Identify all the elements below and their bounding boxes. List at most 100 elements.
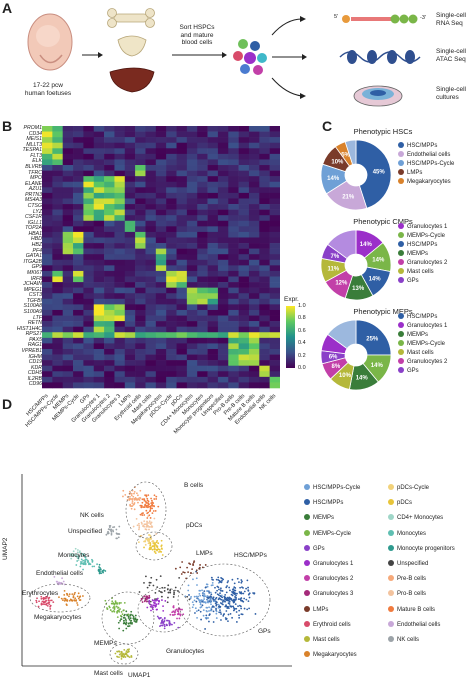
- heatmap-cell: [238, 192, 250, 199]
- heatmap-cell: [166, 126, 177, 132]
- umap-point: [114, 601, 117, 604]
- heatmap-cell: [259, 159, 270, 166]
- umap-point: [187, 571, 190, 574]
- heatmap-cell: [114, 165, 126, 171]
- heatmap-cell: [52, 287, 63, 294]
- heatmap-cell: [248, 343, 260, 350]
- heatmap-cell: [176, 254, 188, 261]
- heatmap-cell: [248, 215, 260, 222]
- heatmap-cell: [238, 282, 250, 288]
- heatmap-cell: [52, 220, 63, 227]
- umap-point: [210, 596, 213, 598]
- cluster-outline: [125, 481, 167, 539]
- heatmap-cell: [52, 365, 63, 372]
- heatmap-cell: [217, 231, 229, 238]
- heatmap-cell: [197, 270, 208, 277]
- umap-point: [46, 604, 49, 607]
- legend-label: Granulocytes 2: [407, 259, 448, 266]
- heatmap-cell: [228, 198, 239, 205]
- umap-point: [143, 498, 146, 501]
- gene-label: ELANE: [24, 180, 42, 187]
- heatmap-cell: [197, 126, 208, 132]
- heatmap-cell: [186, 254, 198, 261]
- heatmap-cell: [197, 321, 208, 327]
- heatmap-cell: [217, 243, 229, 249]
- heatmap-cell: [228, 220, 239, 227]
- donut-legend-item: Mast cells: [398, 267, 434, 275]
- heatmap-cell: [238, 348, 250, 355]
- heatmap-cell: [135, 181, 146, 188]
- heatmap-cell: [248, 354, 260, 361]
- legend-swatch: [398, 249, 404, 256]
- umap-point: [43, 601, 46, 604]
- heatmap-cell: [155, 360, 167, 367]
- umap-point: [133, 620, 136, 622]
- umap-point: [147, 502, 150, 505]
- heatmap-cell: [124, 304, 136, 311]
- heatmap-cell: [269, 159, 280, 166]
- umap-point: [187, 589, 190, 592]
- gene-label: BLVRB: [25, 164, 42, 171]
- umap-legend-right: pDCs-Cycle pDCs CD4+ Monocytes Monocytes Mon…: [388, 484, 474, 674]
- heatmap-cell: [207, 254, 219, 261]
- umap-point: [231, 578, 234, 581]
- umap-point: [143, 514, 146, 516]
- heatmap-cell: [114, 159, 126, 166]
- umap-point: [118, 627, 121, 630]
- heatmap-cell: [114, 348, 126, 355]
- legend-label: Endothelial cells: [397, 621, 441, 628]
- umap-point: [222, 613, 225, 616]
- legend-swatch: [388, 636, 394, 642]
- heatmap-cell: [73, 371, 84, 378]
- heatmap-cell: [238, 176, 250, 183]
- umap-point: [228, 598, 231, 601]
- heatmap-cell: [197, 304, 208, 311]
- heatmap-cell: [248, 126, 260, 132]
- legend-label: Mature B cells: [397, 606, 436, 613]
- heatmap-cell: [207, 321, 219, 327]
- heatmap-cell: [259, 348, 270, 355]
- umap-point: [150, 576, 153, 579]
- heatmap-cell: [197, 332, 208, 339]
- heatmap-cell: [207, 153, 219, 160]
- umap-point: [148, 542, 150, 545]
- heatmap-cell: [259, 137, 270, 144]
- heatmap-cell: [62, 137, 74, 144]
- umap-point: [144, 540, 147, 543]
- umap-point: [210, 603, 212, 606]
- heatmap-cell: [269, 215, 280, 222]
- legend-label: Mast cells: [407, 268, 434, 275]
- umap-point: [179, 613, 182, 616]
- umap-point: [164, 600, 167, 602]
- heatmap-cell: [176, 382, 188, 389]
- heatmap-cell: [42, 304, 53, 311]
- umap-point: [138, 526, 141, 529]
- heatmap-cell: [42, 243, 53, 249]
- umap-point: [133, 490, 136, 493]
- umap-point: [143, 520, 146, 523]
- heatmap-cell: [207, 215, 219, 222]
- umap-point: [167, 596, 169, 599]
- heatmap-cell: [217, 142, 229, 149]
- umap-point: [201, 604, 204, 607]
- heatmap-cell: [217, 371, 229, 378]
- umap-point: [153, 494, 156, 497]
- gene-label: HIST1H4C: [16, 325, 42, 332]
- umap-point: [172, 596, 175, 598]
- heatmap-cell: [238, 360, 250, 367]
- heatmap-cell: [42, 148, 53, 155]
- heatmap-cell: [259, 259, 270, 266]
- heatmap-cell: [155, 165, 167, 171]
- umap-point: [42, 598, 45, 601]
- heatmap-cell: [145, 265, 157, 272]
- heatmap-cell: [248, 159, 260, 166]
- umap-legend-item: CD4+ Monocytes: [388, 514, 443, 521]
- umap-point: [120, 651, 123, 654]
- heatmap-cell: [104, 376, 115, 383]
- heatmap-cell: [73, 265, 84, 272]
- umap-point: [119, 614, 122, 617]
- heatmap-cell: [269, 365, 280, 372]
- umap-point: [149, 535, 152, 538]
- heatmap-cell: [73, 215, 84, 222]
- heatmap-cell: [135, 142, 146, 149]
